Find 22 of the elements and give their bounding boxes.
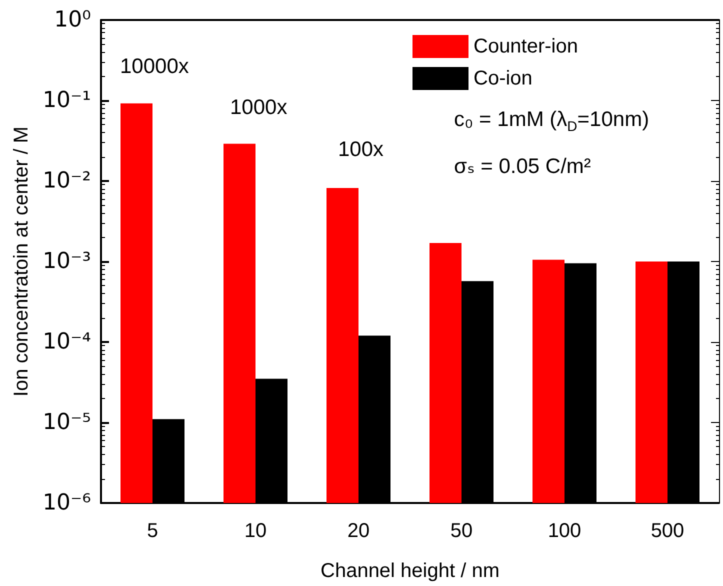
x-tick-label: 500 bbox=[650, 520, 684, 542]
y-tick-label: 10⁻³ bbox=[42, 249, 91, 274]
y-tick-label: 10⁰ bbox=[54, 8, 92, 32]
annotation: 1000x bbox=[230, 96, 288, 120]
annotation: 10000x bbox=[120, 55, 189, 79]
x-tick-label: 50 bbox=[450, 520, 473, 542]
y-tick-label: 10⁻⁵ bbox=[42, 410, 91, 435]
y-tick-label: 10⁻⁴ bbox=[42, 330, 92, 354]
annotation: σₛ = 0.05 C/m² bbox=[454, 154, 591, 179]
legend-label: Co-ion bbox=[474, 68, 532, 90]
y-axis-title: Ion concentratoin at center / M bbox=[10, 126, 33, 397]
x-axis-title: Channel height / nm bbox=[320, 560, 500, 582]
x-tick-label: 20 bbox=[347, 520, 370, 542]
x-tick-label: 100 bbox=[548, 520, 582, 542]
y-tick-label: 10⁻¹ bbox=[42, 88, 91, 113]
x-tick-label: 10 bbox=[244, 520, 267, 542]
legend-label: Counter-ion bbox=[474, 36, 578, 58]
annotation: 100x bbox=[338, 138, 384, 162]
annotation: c₀ = 1mM (λ$_{D}$=10nm) bbox=[454, 108, 650, 134]
x-tick-label: 5 bbox=[146, 520, 158, 542]
y-tick-label: 10⁻² bbox=[42, 168, 91, 194]
y-tick-label: 10⁻⁶ bbox=[42, 490, 92, 516]
